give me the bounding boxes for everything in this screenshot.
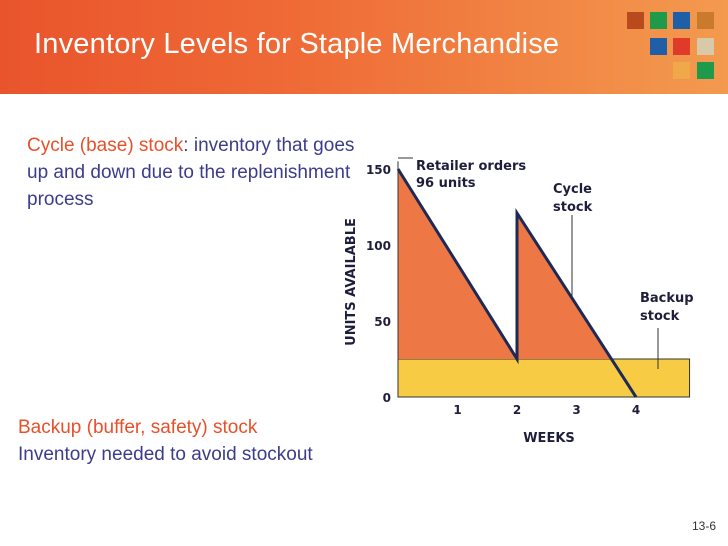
decorative-tile [697,12,714,29]
slide-title: Inventory Levels for Staple Merchandise [34,28,560,60]
cycle-stock-text: inventory that goes up and down due to t… [27,135,355,210]
cycle-stock-annotation: Cycle stock [553,182,593,215]
decorative-tile [627,12,644,29]
decorative-tile [673,12,690,29]
x-tick-label: 2 [513,403,521,417]
decorative-tile [650,38,667,55]
x-tick-label: 3 [572,403,580,417]
y-tick-label: 100 [366,239,391,253]
y-tick-label: 0 [383,391,391,405]
cycle-stock-definition: Cycle (base) stock: inventory that goes … [27,132,357,213]
slide-number: 13-6 [691,519,716,533]
annotation-cycle-line-2: stock [553,200,593,215]
title-banner: Inventory Levels for Staple Merchandise [0,0,728,94]
retailer-orders-annotation: Retailer orders 96 units [416,159,526,191]
y-tick-label: 50 [374,315,391,329]
y-tick-label: 150 [366,163,391,177]
backup-stock-term: Backup (buffer, safety) stock [18,417,258,438]
decorative-tile [673,62,690,79]
decorative-tile [697,62,714,79]
annotation-retailer-line-2: 96 units [416,176,476,191]
decorative-tile [650,12,667,29]
annotation-retailer-line-1: Retailer orders [416,159,526,174]
x-tick-label: 4 [632,403,640,417]
decorative-tile [697,38,714,55]
backup-stock-annotation: Backup stock [640,291,694,324]
y-axis-label: UNITS AVAILABLE [344,218,359,346]
backup-stock-band [397,358,691,398]
backup-stock-definition: Backup (buffer, safety) stock Inventory … [18,414,408,468]
x-axis-label: WEEKS [523,431,575,446]
backup-stock-text: Inventory needed to avoid stockout [18,444,313,465]
cycle-stock-term: Cycle (base) stock [27,135,184,156]
annotation-backup-line-2: stock [640,309,680,324]
annotation-backup-line-1: Backup [640,291,694,306]
decorative-tile [673,38,690,55]
x-tick-label: 1 [453,403,461,417]
inventory-sawtooth-line [396,168,638,398]
annotation-cycle-line-1: Cycle [553,182,592,197]
cycle-stock-separator: : [183,135,189,156]
